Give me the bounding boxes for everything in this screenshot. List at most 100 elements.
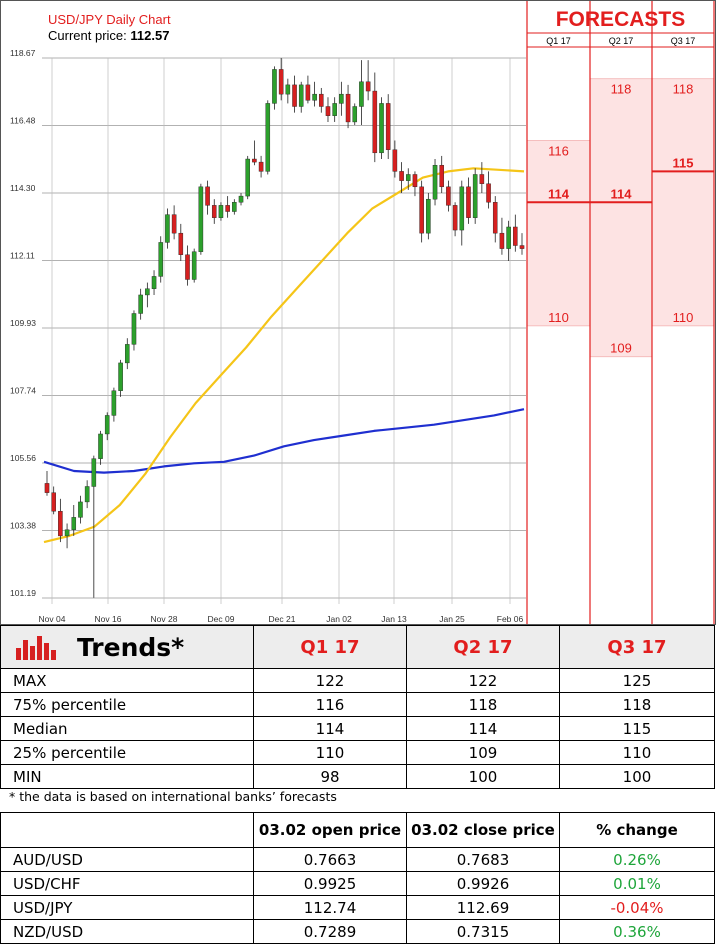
candle-body [84,486,90,503]
candle-body [298,84,304,107]
candle-body [51,492,56,512]
candle-body [285,84,291,95]
forecast-median-label: 114 [611,186,633,201]
trends-cell: 110 [559,740,715,765]
open-price: 0.7663 [253,847,407,872]
x-tick-label: Feb 06 [497,614,524,624]
candle-body [138,294,143,314]
trends-cell: 100 [406,764,560,789]
candle-body [332,103,337,116]
y-tick-label: 112.11 [10,251,35,261]
forecast-median-label: 115 [673,155,694,170]
candle-body [171,214,177,234]
candle-body [211,205,217,218]
prices-table: 03.02 open price 03.02 close price % cha… [0,812,715,944]
candle-body [265,103,271,172]
candle-body [158,242,164,277]
trends-cell: 114 [406,716,560,741]
trends-col-q3: Q3 17 [559,625,715,669]
candle-body [506,226,511,249]
trends-row: MAX 122 122 125 [0,668,715,693]
y-axis-labels: 118.67 116.48 114.30 112.11 109.93 107.74 105.… [10,48,36,598]
y-tick-label: 107.74 [10,386,36,396]
trends-cell: 118 [559,692,715,717]
candle-body [486,183,491,203]
trends-title-cell: Trends* [0,625,254,669]
forecast-range-zone [651,78,715,327]
close-price: 0.9926 [406,871,560,896]
prices-row: AUD/USD 0.7663 0.7683 0.26% [0,847,715,872]
trends-table: Trends* Q1 17 Q2 17 Q3 17 MAX 122 122 12… [0,625,715,789]
candle-body [459,186,465,231]
close-price: 0.7683 [406,847,560,872]
current-price-label: Current price: 112.57 [48,28,169,43]
candle-body [118,362,123,391]
candle-body [513,226,518,246]
forecast-p75-label: 116 [548,143,569,158]
candle-body [339,93,344,104]
candle-body [205,186,210,206]
candle-body [71,517,77,530]
prices-col-change: % change [559,812,715,848]
candle-body [472,174,478,218]
candles [44,58,525,598]
percent-change: 0.26% [559,847,715,872]
trends-row: Median 114 114 115 [0,716,715,741]
forecast-col-label: Q1 17 [546,36,571,46]
pair-name: AUD/USD [0,847,254,872]
prices-header-row: 03.02 open price 03.02 close price % cha… [0,812,715,848]
candle-body [419,186,424,234]
y-tick-label: 116.48 [10,116,36,126]
trends-cell: 116 [253,692,407,717]
candle-body [245,158,250,197]
forecast-range-zone [589,78,653,358]
candle-body [352,106,358,123]
candle-body [412,174,418,188]
candle-body [399,171,404,181]
forecast-panel: FORECASTS Q1 17 116 114 110 Q2 17 118 114 109 Q3 … [526,1,715,625]
candle-body [452,205,458,231]
y-tick-label: 118.67 [10,48,36,58]
candle-body [479,174,485,184]
usdjpy-chart: 118.67 116.48 114.30 112.11 109.93 107.74 105.… [0,0,716,625]
y-tick-label: 101.19 [10,588,36,598]
trends-row: MIN 98 100 100 [0,764,715,789]
y-tick-label: 109.93 [10,318,36,328]
trends-cell: 110 [253,740,407,765]
candle-body [125,344,130,364]
trends-cell: 98 [253,764,407,789]
close-price: 112.69 [406,895,560,920]
forecast-p75-label: 118 [673,82,694,97]
trends-row-label: Median [0,716,254,741]
prices-corner-cell [0,812,254,848]
prices-col-open: 03.02 open price [253,812,407,848]
candle-body [272,69,277,104]
forecast-p25-label: 110 [548,310,569,325]
open-price: 0.7289 [253,919,407,944]
candle-body [345,93,351,123]
candle-body [492,202,498,234]
x-tick-label: Jan 13 [381,614,407,624]
x-tick-label: Jan 02 [326,614,352,624]
candle-body [519,245,525,249]
prices-row: NZD/USD 0.7289 0.7315 0.36% [0,919,715,944]
candle-body [44,483,50,493]
trends-row-label: MAX [0,668,254,693]
chart-title: USD/JPY Daily Chart [48,12,171,27]
candle-body [238,195,244,203]
percent-change: -0.04% [559,895,715,920]
forecast-median-label: 114 [548,186,570,201]
candle-body [312,93,317,101]
candle-body [446,186,451,206]
forecast-range-zone [526,140,591,327]
prices-col-close: 03.02 close price [406,812,560,848]
trends-title: Trends* [77,632,185,662]
trends-footnote: * the data is based on international ban… [9,789,337,804]
candle-body [185,254,190,280]
forecast-title: FORECASTS [556,8,686,31]
y-tick-label: 114.30 [10,183,36,193]
candle-body [58,510,63,537]
candle-body [432,164,438,200]
trends-header-row: Trends* Q1 17 Q2 17 Q3 17 [0,625,715,669]
candle-body [198,186,204,252]
